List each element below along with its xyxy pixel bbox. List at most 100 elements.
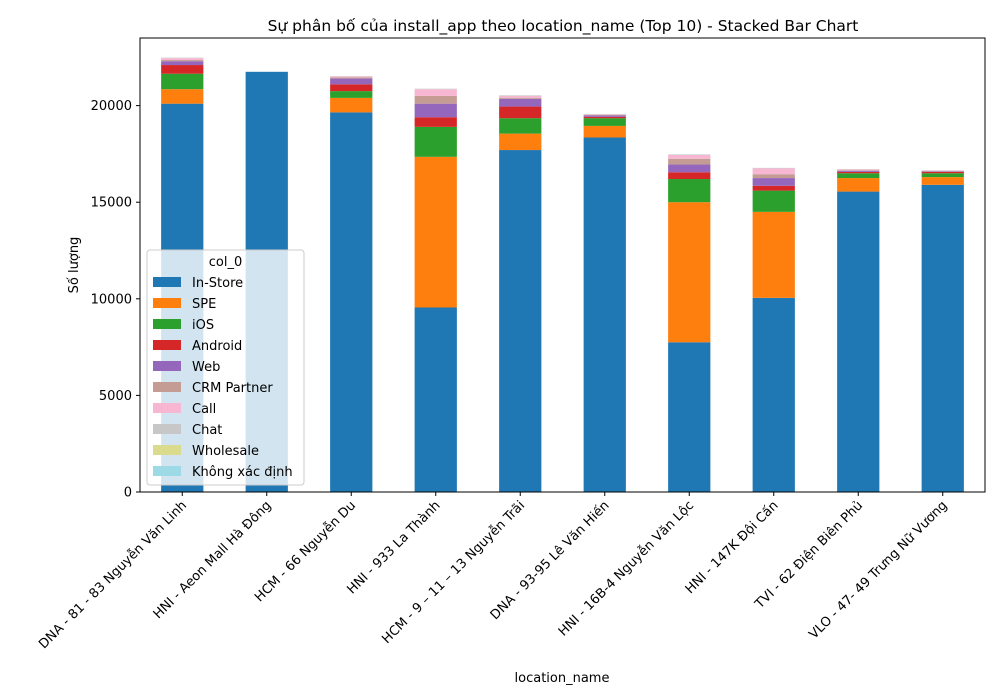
bar-segment-7-6 — [668, 158, 711, 165]
bar-segment-8-5 — [752, 178, 795, 186]
legend-label-4: Android — [192, 339, 242, 354]
bar-segment-9-7 — [837, 169, 880, 171]
bar-segment-7-4 — [668, 172, 711, 180]
x-tick-label-5: HCM - 9 – 11 – 13 Nguyễn Trãi — [379, 498, 528, 647]
bar-segment-1-5 — [161, 61, 204, 66]
legend-label-5: Web — [192, 360, 220, 375]
legend-swatch-6 — [153, 382, 181, 392]
bar-segment-10-5 — [921, 171, 964, 172]
bar-segment-1-3 — [161, 73, 204, 90]
bar-segment-3-7 — [330, 76, 373, 78]
bar-segment-8-7 — [752, 168, 795, 175]
legend-swatch-2 — [153, 298, 181, 308]
y-tick-label-4: 20000 — [91, 99, 132, 114]
bar-segment-4-7 — [414, 89, 457, 96]
bar-segment-5-6 — [499, 97, 542, 99]
bar-segment-10-1 — [921, 184, 964, 492]
x-tick-label-10: VLO - 47- 49 Trưng Nữ Vương — [806, 498, 950, 642]
legend-label-8: Chat — [192, 423, 222, 438]
y-tick-label-1: 5000 — [99, 389, 132, 404]
bar-segment-7-5 — [668, 164, 711, 173]
legend-box — [146, 249, 305, 486]
legend-swatch-5 — [153, 361, 181, 371]
bar-segment-1-2 — [161, 89, 204, 104]
bar-segment-9-4 — [837, 171, 880, 174]
bar-segment-4-5 — [414, 103, 457, 118]
bar-segment-9-6 — [837, 170, 880, 171]
bar-segment-1-7 — [161, 58, 204, 61]
legend-swatch-7 — [153, 403, 181, 413]
bar-segment-3-3 — [330, 91, 373, 98]
legend-swatch-10 — [153, 466, 181, 476]
bar-segment-8-2 — [752, 211, 795, 298]
legend-label-10: Không xác định — [192, 465, 293, 480]
plot-frame — [139, 37, 986, 493]
bar-segment-6-4 — [583, 116, 626, 119]
legend-swatch-9 — [153, 445, 181, 455]
bar-segment-6-6 — [583, 114, 626, 116]
x-tick-label-8: HNI - 147K Đội Cấn — [683, 498, 782, 597]
legend-label-3: iOS — [192, 318, 214, 333]
bar-segment-3-1 — [330, 112, 373, 492]
legend-label-2: SPE — [192, 297, 216, 312]
bar-segment-9-1 — [837, 191, 880, 493]
bar-segment-9-5 — [837, 170, 880, 172]
bar-segment-8-3 — [752, 190, 795, 212]
legend-swatch-3 — [153, 319, 181, 329]
bar-segment-6-5 — [583, 115, 626, 117]
bar-segment-9-2 — [837, 178, 880, 192]
bar-segment-7-3 — [668, 179, 711, 203]
y-tick-label-3: 15000 — [91, 196, 132, 211]
x-axis-label: location_name — [515, 671, 610, 686]
x-tick-label-1: DNA - 81 - 83 Nguyễn Văn Linh — [36, 498, 190, 652]
bar-segment-1-6 — [161, 60, 204, 62]
bar-segment-4-4 — [414, 117, 457, 127]
legend-swatch-8 — [153, 424, 181, 434]
bar-segment-3-5 — [330, 78, 373, 85]
legend-swatch-1 — [153, 277, 181, 287]
bar-segment-5-1 — [499, 150, 542, 492]
bar-segment-5-5 — [499, 98, 542, 107]
bar-segment-6-3 — [583, 118, 626, 126]
bar-segment-3-2 — [330, 97, 373, 113]
y-axis: 0 5000 10000 15000 20000 — [91, 99, 140, 501]
legend-label-1: In-Store — [192, 276, 243, 291]
bar-segment-5-7 — [499, 95, 542, 98]
x-tick-label-4: HNI - 933 La Thành — [344, 498, 443, 597]
legend-label-6: CRM Partner — [192, 381, 273, 396]
bar-segment-7-7 — [668, 154, 711, 159]
legend-swatch-4 — [153, 340, 181, 350]
legend-label-9: Wholesale — [192, 444, 259, 459]
bar-segment-10-3 — [921, 173, 964, 178]
bar-segment-8-1 — [752, 297, 795, 492]
bar-segment-9-3 — [837, 173, 880, 179]
bar-segment-5-2 — [499, 133, 542, 151]
bar-segment-8-6 — [752, 174, 795, 179]
bar-segment-10-4 — [921, 171, 964, 174]
x-tick-label-7: HNI - 16B-4 Nguyễn Văn Lộc — [556, 498, 697, 639]
y-axis-label: Số lượng — [67, 237, 82, 294]
bar-segment-10-2 — [921, 177, 964, 185]
bar-segment-4-6 — [414, 95, 457, 104]
y-tick-label-2: 10000 — [91, 292, 132, 307]
legend-label-7: Call — [192, 402, 216, 417]
bar-segment-3-6 — [330, 77, 373, 79]
bar-segment-1-4 — [161, 65, 204, 74]
chart-title: Sự phân bố của install_app theo location… — [268, 17, 859, 36]
y-tick-label-0: 0 — [124, 486, 132, 501]
bar-segment-7-1 — [668, 342, 711, 492]
bar-segment-6-2 — [583, 125, 626, 138]
bar-segment-5-4 — [499, 106, 542, 119]
bar-segment-8-4 — [752, 185, 795, 191]
bar-segment-4-1 — [414, 307, 457, 492]
bar-segment-7-2 — [668, 202, 711, 343]
bar-segment-4-3 — [414, 126, 457, 157]
legend-title: col_0 — [209, 255, 242, 270]
legend: col_0 In-Store SPE iOS Android Web CRM Partner… — [146, 249, 305, 486]
bar-segment-5-3 — [499, 118, 542, 134]
bar-segment-4-2 — [414, 156, 457, 308]
bar-segment-6-1 — [583, 137, 626, 492]
